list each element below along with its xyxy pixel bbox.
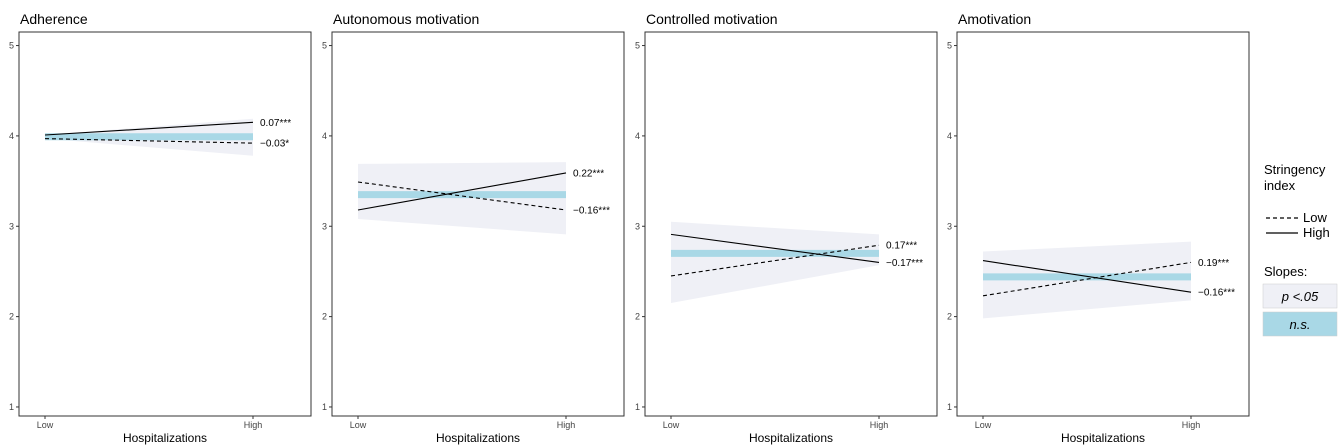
slope-label-high: −0.17*** bbox=[886, 258, 923, 269]
x-tick-label: Low bbox=[663, 420, 680, 430]
x-axis-title: Hospitalizations bbox=[749, 431, 833, 445]
y-tick-label: 1 bbox=[635, 402, 640, 412]
slope-label-high: −0.16*** bbox=[1198, 288, 1235, 299]
x-tick-label: High bbox=[244, 420, 263, 430]
y-tick-label: 4 bbox=[635, 131, 640, 141]
panel-title: Adherence bbox=[20, 11, 88, 27]
x-axis-title: Hospitalizations bbox=[436, 431, 520, 445]
ci-band bbox=[358, 162, 566, 235]
y-tick-label: 1 bbox=[947, 402, 952, 412]
y-tick-label: 2 bbox=[322, 312, 327, 322]
y-tick-label: 5 bbox=[9, 41, 14, 51]
panel-border bbox=[956, 31, 1250, 417]
y-tick-label: 2 bbox=[9, 312, 14, 322]
panel-2: Autonomous motivation 0.22*** −0.16*** 1 2 3 4… bbox=[322, 11, 625, 445]
y-tick-label: 5 bbox=[947, 41, 952, 51]
legend-label-high: High bbox=[1303, 225, 1330, 240]
slope-label-high: 0.07*** bbox=[260, 118, 291, 129]
series-line-low bbox=[670, 244, 880, 277]
series-line-high bbox=[44, 121, 254, 136]
x-tick-label: High bbox=[870, 420, 889, 430]
panel-border bbox=[644, 31, 938, 417]
x-axis-title: Hospitalizations bbox=[123, 431, 207, 445]
x-tick-label: Low bbox=[975, 420, 992, 430]
panel-title: Controlled motivation bbox=[646, 11, 778, 27]
slope-label-low: −0.16*** bbox=[573, 205, 610, 216]
panel-3: Controlled motivation 0.17*** −0.17*** 1 2 3 4… bbox=[635, 11, 938, 445]
x-tick-label: Low bbox=[37, 420, 54, 430]
slope-label-low: 0.19*** bbox=[1198, 258, 1229, 269]
series-line-high bbox=[670, 233, 880, 263]
slope-key-ns bbox=[1262, 311, 1338, 337]
panel-border bbox=[18, 31, 312, 417]
y-tick-label: 3 bbox=[947, 221, 952, 231]
x-axis-title: Hospitalizations bbox=[1061, 431, 1145, 445]
series-line-low bbox=[982, 261, 1192, 297]
y-tick-label: 1 bbox=[322, 402, 327, 412]
y-tick-label: 4 bbox=[9, 131, 14, 141]
y-tick-label: 5 bbox=[635, 41, 640, 51]
x-tick-label: High bbox=[557, 420, 576, 430]
y-tick-label: 3 bbox=[635, 221, 640, 231]
panel-border bbox=[331, 31, 625, 417]
y-tick-label: 4 bbox=[947, 131, 952, 141]
legend-label-low: Low bbox=[1303, 210, 1327, 225]
y-tick-label: 3 bbox=[322, 221, 327, 231]
slopes-title: Slopes: bbox=[1264, 264, 1307, 279]
panel-title: Amotivation bbox=[958, 11, 1031, 27]
slope-key-label: n.s. bbox=[1290, 317, 1311, 332]
y-tick-label: 5 bbox=[322, 41, 327, 51]
legend-title: Stringency bbox=[1264, 162, 1326, 177]
slope-label-high: 0.22*** bbox=[573, 168, 604, 179]
slope-key-significant bbox=[1262, 283, 1338, 309]
slope-key-label: p <.05 bbox=[1281, 289, 1319, 304]
panel-1: Adherence 0.07*** −0.03* 1 2 3 4 5 Low High Hospit… bbox=[9, 11, 312, 445]
series-line-high bbox=[357, 172, 567, 211]
panel-title: Autonomous motivation bbox=[333, 11, 479, 27]
y-tick-label: 4 bbox=[322, 131, 327, 141]
y-tick-label: 1 bbox=[9, 402, 14, 412]
y-tick-label: 3 bbox=[9, 221, 14, 231]
slope-label-low: 0.17*** bbox=[886, 241, 917, 252]
y-tick-label: 2 bbox=[635, 312, 640, 322]
x-tick-label: High bbox=[1182, 420, 1201, 430]
y-tick-label: 2 bbox=[947, 312, 952, 322]
x-tick-label: Low bbox=[350, 420, 367, 430]
series-line-high bbox=[982, 260, 1192, 293]
panel-4: Amotivation 0.19*** −0.16*** 1 2 3 4 5 Low High Ho… bbox=[947, 11, 1250, 445]
ci-band bbox=[671, 221, 879, 304]
legend-title: index bbox=[1264, 178, 1296, 193]
slope-label-low: −0.03* bbox=[260, 139, 289, 150]
